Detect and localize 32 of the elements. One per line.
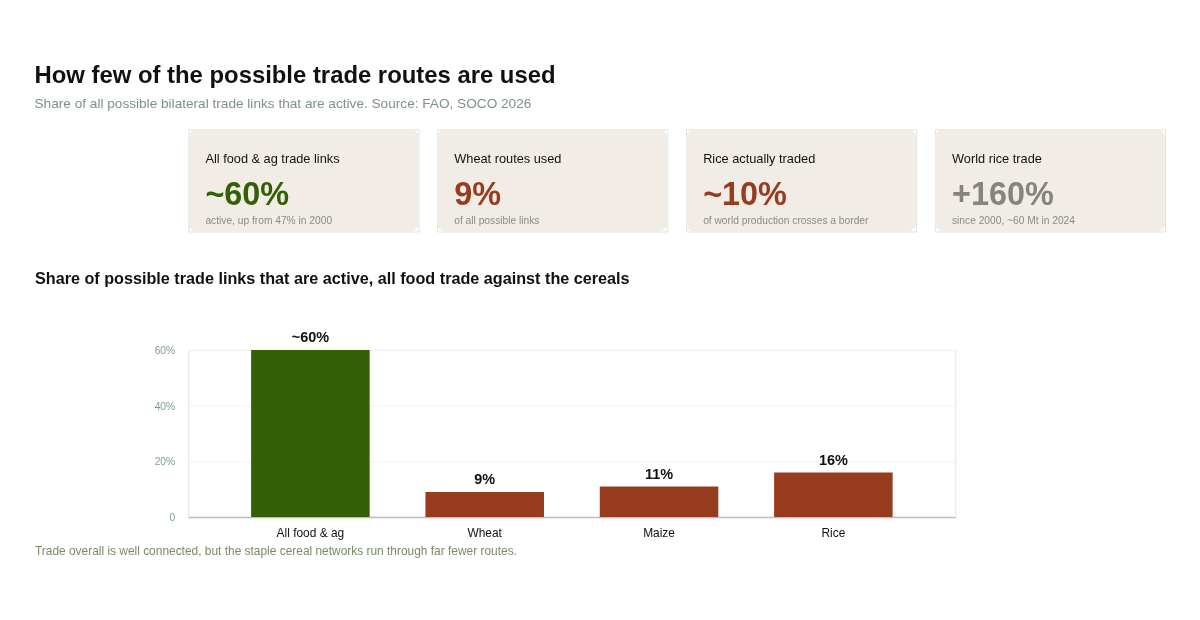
chart-title: Share of possible trade links that are active, all food trade against the cereals [34,269,630,288]
text: +160% [951,176,1054,213]
text: Trade overall is well connected, but the staple cereal networks run through far fewer routes. [34,544,517,559]
text: active, up from 47% in 2000 [205,214,333,226]
data-label: 16% [818,451,848,468]
x-tick-label: Maize [643,526,676,541]
text: of all possible links [454,214,540,226]
bar [251,350,370,518]
y-tick-label: 0 [169,511,176,523]
bar [599,486,719,518]
text: Wheat routes used [454,151,562,167]
text: since 2000, ~60 Mt in 2024 [951,214,1076,226]
data-label: 9% [474,471,496,488]
x-tick-label: All food & ag [276,526,345,541]
text: of world production crosses a border [703,214,870,226]
text: Rice actually traded [703,151,816,167]
text: 9% [454,176,502,213]
x-tick-label: Rice [821,526,846,541]
text: ~60% [205,176,290,213]
x-tick-label: Wheat [467,526,503,541]
data-label: 11% [644,465,674,482]
y-tick-label: 60% [154,344,176,356]
bar [425,492,544,518]
text: How few of the possible trade routes are used [34,60,556,88]
text: Share of all possible bilateral trade links that are active. Source: FAO, SOCO 2026 [34,95,532,111]
bar [774,472,893,518]
y-tick-label: 40% [154,400,176,412]
text: ~10% [703,176,787,213]
text: All food & ag trade links [205,151,340,167]
y-tick-label: 20% [154,456,176,468]
text: World rice trade [951,151,1042,167]
data-label: ~60% [291,329,330,346]
